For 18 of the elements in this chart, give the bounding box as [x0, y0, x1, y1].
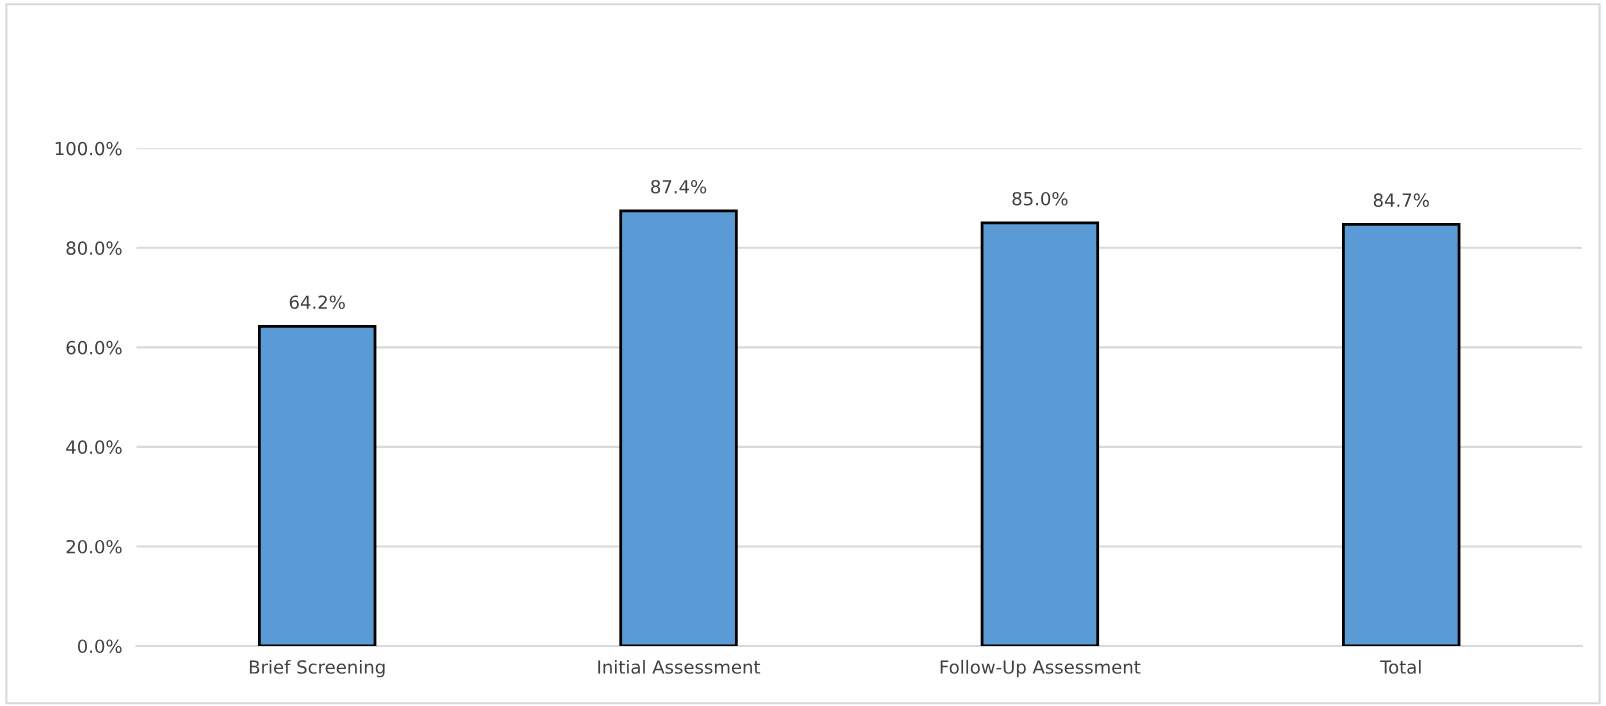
y-tick-label: 20.0% — [66, 539, 122, 554]
data-label: 64.2% — [289, 295, 345, 310]
y-tick-label: 80.0% — [66, 241, 122, 255]
data-label: 87.4% — [651, 179, 707, 194]
data-label: 84.7% — [1373, 193, 1429, 208]
x-tick-label: Total — [1380, 659, 1421, 674]
y-tick-label: 60.0% — [66, 340, 122, 355]
bar — [619, 209, 738, 646]
data-label: 85.0% — [1012, 191, 1068, 206]
y-tick-label: 0.0% — [77, 639, 122, 654]
y-tick-label: 40.0% — [66, 440, 122, 455]
y-tick-label: 100.0% — [55, 141, 122, 156]
x-tick-label: Follow-Up Assessment — [940, 659, 1141, 678]
bar — [257, 325, 377, 646]
x-tick-label: Brief Screening — [249, 659, 385, 678]
bar — [980, 221, 1100, 646]
x-tick-label: Initial Assessment — [598, 659, 761, 674]
bar — [1342, 223, 1461, 646]
